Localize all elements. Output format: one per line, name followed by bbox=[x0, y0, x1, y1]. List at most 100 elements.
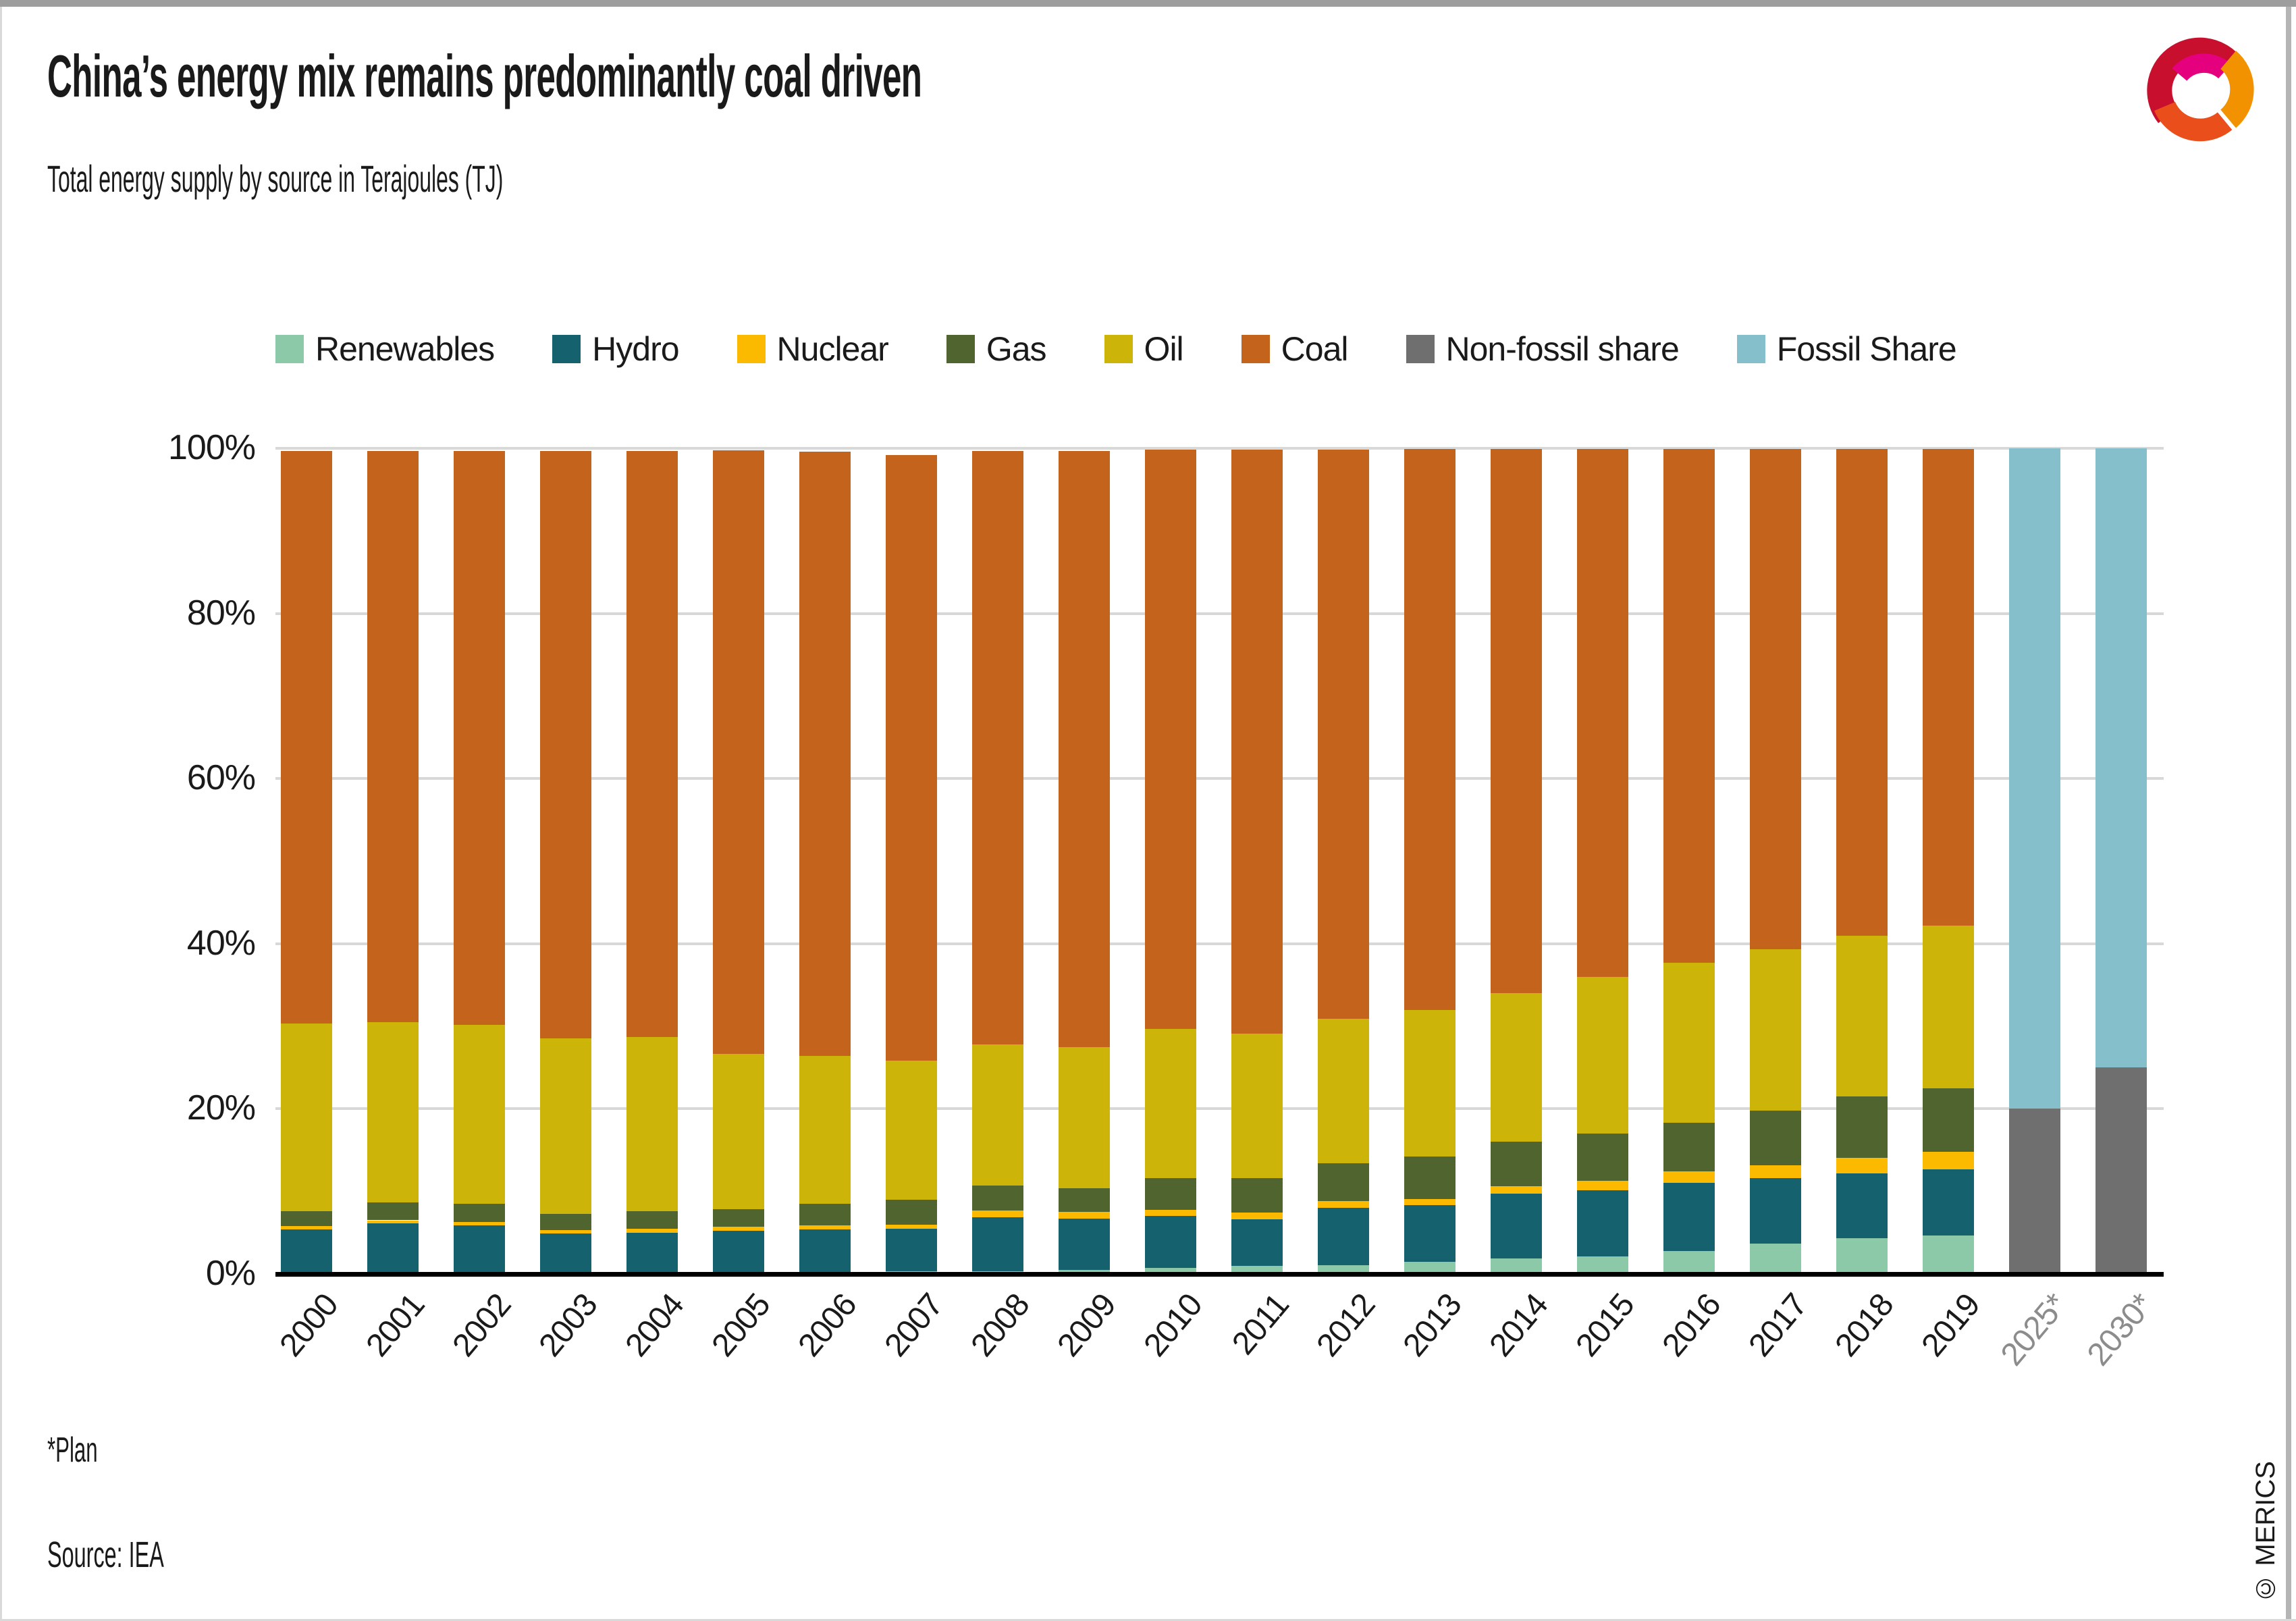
bar-segment-oil-2018 bbox=[1836, 935, 1888, 1097]
bar-segment-nuclear-2001 bbox=[367, 1220, 419, 1224]
legend-item-gas: Gas bbox=[946, 329, 1047, 369]
bar-segment-fossil-share-2025 bbox=[2009, 448, 2060, 1109]
frame-left-edge bbox=[0, 7, 2, 1621]
bar-segment-oil-2000 bbox=[281, 1024, 332, 1212]
y-axis-tick-label: 60% bbox=[186, 758, 256, 798]
bar-segment-gas-2002 bbox=[454, 1204, 505, 1222]
chart-title: China’s energy mix remains predominantly… bbox=[47, 43, 922, 109]
bar-segment-gas-2014 bbox=[1491, 1142, 1542, 1187]
y-axis-tick-label: 0% bbox=[205, 1254, 256, 1293]
bar-segment-oil-2016 bbox=[1663, 962, 1715, 1123]
bar-segment-coal-2014 bbox=[1491, 449, 1542, 994]
bar-segment-nuclear-2014 bbox=[1491, 1186, 1542, 1194]
bar-segment-oil-2004 bbox=[626, 1036, 678, 1212]
bar-segment-nuclear-2005 bbox=[713, 1226, 764, 1231]
x-axis-label-text: 2006 bbox=[791, 1287, 864, 1364]
legend-label: Nuclear bbox=[776, 330, 889, 368]
bar-segment-renewables-2015 bbox=[1577, 1256, 1628, 1274]
legend-label: Renewables bbox=[315, 330, 495, 368]
bar-segment-coal-2001 bbox=[367, 450, 419, 1022]
bar-segment-renewables-2018 bbox=[1836, 1238, 1888, 1274]
bar-segment-hydro-2009 bbox=[1059, 1219, 1110, 1270]
x-axis-label-text: 2002 bbox=[446, 1287, 518, 1364]
bar-segment-coal-2011 bbox=[1231, 450, 1283, 1034]
bar-segment-gas-2017 bbox=[1750, 1110, 1801, 1165]
frame-top-edge bbox=[0, 0, 2296, 7]
bar-segment-hydro-2016 bbox=[1663, 1183, 1715, 1251]
bar-segment-nuclear-2006 bbox=[799, 1225, 851, 1229]
bar-segment-coal-2018 bbox=[1836, 449, 1888, 936]
bar-segment-gas-2012 bbox=[1318, 1163, 1369, 1202]
bar-segment-hydro-2014 bbox=[1491, 1194, 1542, 1258]
bar-segment-gas-2003 bbox=[540, 1213, 591, 1231]
gridline-40% bbox=[275, 942, 2164, 945]
bar-segment-gas-2018 bbox=[1836, 1096, 1888, 1158]
bar-segment-nuclear-2011 bbox=[1231, 1213, 1283, 1220]
bar-segment-gas-2000 bbox=[281, 1211, 332, 1227]
x-axis-label-text: 2005 bbox=[705, 1287, 778, 1364]
x-axis-label-text: 2017 bbox=[1742, 1287, 1815, 1364]
bar-segment-oil-2003 bbox=[540, 1038, 591, 1214]
bar-segment-gas-2008 bbox=[972, 1186, 1023, 1211]
legend-swatch-icon bbox=[1406, 335, 1435, 363]
bar-segment-gas-2019 bbox=[1923, 1088, 1974, 1152]
bar-segment-gas-2013 bbox=[1404, 1157, 1456, 1199]
bar-segment-nuclear-2010 bbox=[1145, 1209, 1196, 1217]
bar-segment-hydro-2003 bbox=[540, 1233, 591, 1274]
bar-segment-hydro-2005 bbox=[713, 1230, 764, 1273]
bar-segment-oil-2011 bbox=[1231, 1034, 1283, 1179]
legend-label: Gas bbox=[986, 330, 1047, 368]
bar-segment-gas-2007 bbox=[886, 1199, 937, 1225]
bar-segment-coal-2005 bbox=[713, 450, 764, 1055]
legend-swatch-icon bbox=[552, 335, 581, 363]
frame-bottom-edge bbox=[0, 1619, 2296, 1621]
bar-segment-coal-2019 bbox=[1923, 449, 1974, 926]
bar-segment-gas-2016 bbox=[1663, 1123, 1715, 1172]
legend-item-non-fossil-share: Non-fossil share bbox=[1406, 329, 1680, 369]
bar-segment-coal-2016 bbox=[1663, 449, 1715, 963]
bar-segment-nuclear-2002 bbox=[454, 1221, 505, 1225]
legend-item-hydro: Hydro bbox=[552, 329, 680, 369]
legend-label: Coal bbox=[1281, 330, 1349, 368]
x-axis-label-text: 2014 bbox=[1483, 1287, 1555, 1364]
bar-segment-hydro-2018 bbox=[1836, 1173, 1888, 1239]
gridline-20% bbox=[275, 1107, 2164, 1111]
bar-segment-oil-2013 bbox=[1404, 1009, 1456, 1157]
bar-segment-hydro-2006 bbox=[799, 1229, 851, 1273]
x-axis-label-text: 2012 bbox=[1310, 1287, 1383, 1364]
bar-segment-hydro-2015 bbox=[1577, 1190, 1628, 1257]
bar-segment-gas-2011 bbox=[1231, 1178, 1283, 1213]
bar-segment-gas-2001 bbox=[367, 1202, 419, 1221]
bar-segment-nuclear-2016 bbox=[1663, 1171, 1715, 1184]
bar-segment-oil-2012 bbox=[1318, 1019, 1369, 1164]
x-axis-label-text: 2010 bbox=[1137, 1287, 1210, 1364]
x-axis-label-text: 2011 bbox=[1225, 1287, 1296, 1362]
legend-swatch-icon bbox=[1241, 335, 1270, 363]
y-axis-tick-label: 80% bbox=[186, 593, 256, 633]
bar-segment-coal-2000 bbox=[281, 450, 332, 1024]
bar-segment-hydro-2007 bbox=[886, 1228, 937, 1272]
x-axis-label-text: 2025* bbox=[1994, 1287, 2074, 1373]
bar-segment-coal-2003 bbox=[540, 450, 591, 1039]
bar-segment-coal-2006 bbox=[799, 451, 851, 1057]
chart-subtitle: Total energy supply by source in Terajou… bbox=[47, 157, 504, 200]
bar-segment-hydro-2010 bbox=[1145, 1216, 1196, 1269]
bar-segment-oil-2015 bbox=[1577, 976, 1628, 1134]
bar-segment-nuclear-2003 bbox=[540, 1230, 591, 1234]
legend-item-coal: Coal bbox=[1241, 329, 1349, 369]
bar-segment-renewables-2009 bbox=[1059, 1269, 1110, 1274]
bar-segment-hydro-2011 bbox=[1231, 1219, 1283, 1266]
bar-segment-nuclear-2019 bbox=[1923, 1151, 1974, 1169]
bar-segment-oil-2010 bbox=[1145, 1028, 1196, 1179]
bar-segment-oil-2014 bbox=[1491, 993, 1542, 1142]
bar-segment-gas-2006 bbox=[799, 1204, 851, 1225]
legend-item-fossil-share: Fossil Share bbox=[1736, 329, 1957, 369]
bar-segment-hydro-2004 bbox=[626, 1232, 678, 1274]
legend-swatch-icon bbox=[1104, 335, 1133, 363]
bar-segment-nuclear-2015 bbox=[1577, 1180, 1628, 1191]
chart-legend: Renewables Hydro Nuclear Gas Oil Coal Non-foss… bbox=[275, 329, 1957, 369]
x-axis-label-text: 2019 bbox=[1915, 1287, 1987, 1364]
copyright-watermark: © MERICS bbox=[2251, 1461, 2280, 1603]
gridline-80% bbox=[275, 612, 2164, 615]
bar-segment-coal-2013 bbox=[1404, 449, 1456, 1010]
